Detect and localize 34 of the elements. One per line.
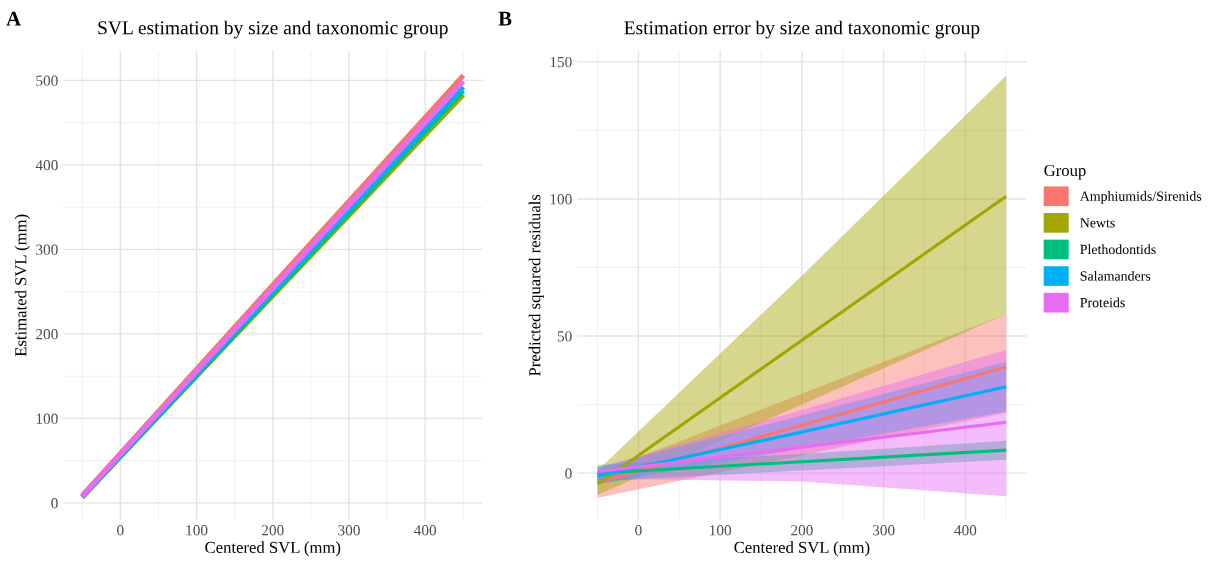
y-tick-label: 150	[550, 56, 572, 68]
y-tick-label: 100	[36, 413, 58, 424]
y-tick-label: 400	[35, 160, 58, 171]
y-tick-label: 300	[36, 244, 58, 255]
x-tick-label: 0	[635, 525, 642, 536]
x-tick-label: 0	[117, 525, 124, 536]
x-axis-title: Centered SVL (mm)	[205, 541, 341, 557]
x-tick-label: 100	[186, 525, 208, 536]
legend-label: Plethodontids	[1080, 244, 1156, 255]
x-tick-label: 200	[791, 525, 813, 536]
x-tick-label: 400	[414, 525, 437, 536]
text: B	[498, 11, 512, 26]
y-tick-label: 500	[36, 75, 58, 86]
x-axis-title: Centered SVL (mm)	[734, 541, 870, 557]
chart-title: Estimation error by size and taxonomic group	[624, 20, 980, 39]
x-tick-label: 100	[710, 525, 732, 536]
legend-title: Group	[1044, 164, 1086, 180]
chart-title: SVL estimation by size and taxonomic group	[98, 20, 448, 39]
y-tick-label: 100	[550, 194, 572, 205]
legend-label: Proteids	[1080, 297, 1125, 308]
x-tick-label: 200	[261, 525, 284, 536]
legend-label: Newts	[1080, 218, 1115, 228]
legend-label: Amphiumids/Sirenids	[1079, 191, 1202, 204]
y-tick-label: 0	[565, 468, 572, 479]
y-tick-label: 50	[557, 331, 572, 342]
x-tick-label: 300	[872, 525, 895, 536]
y-axis-title: Estimated SVL (mm)	[14, 214, 30, 357]
y-tick-label: 0	[51, 498, 58, 509]
legend-label: Salamanders	[1080, 270, 1151, 281]
text: A	[6, 11, 21, 26]
y-tick-label: 200	[36, 329, 58, 340]
y-axis-title: Predicted squared residuals	[528, 194, 544, 377]
x-tick-label: 400	[954, 525, 977, 536]
x-tick-label: 300	[338, 525, 360, 536]
